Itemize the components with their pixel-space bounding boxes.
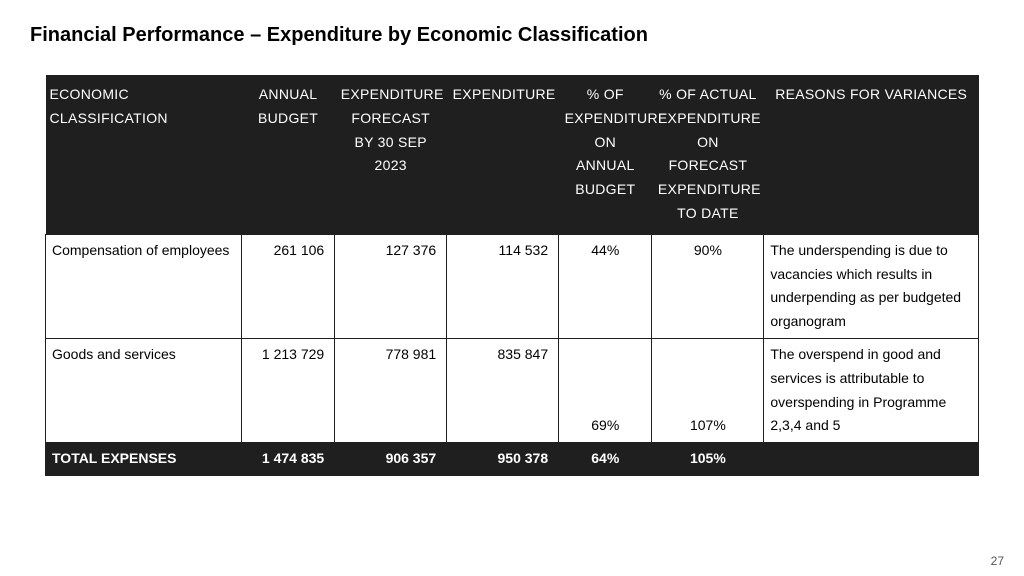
expenditure-table-wrap: ECONOMIC CLASSIFICATION ANNUAL BUDGET EX… (45, 75, 979, 476)
table-row: Goods and services1 213 729778 981835 84… (46, 338, 979, 442)
cell-forecast: 906 357 (335, 443, 447, 476)
table-header: ECONOMIC CLASSIFICATION ANNUAL BUDGET EX… (46, 75, 979, 234)
cell-annual-budget: 1 474 835 (241, 443, 334, 476)
col-header: % OF EXPENDITURE ON ANNUAL BUDGET (559, 75, 652, 234)
table-body: Compensation of employees261 106127 3761… (46, 234, 979, 475)
col-header: ANNUAL BUDGET (241, 75, 334, 234)
cell-annual-budget: 1 213 729 (241, 338, 334, 442)
page-number: 27 (991, 554, 1004, 568)
cell-pct-forecast: 107% (652, 338, 764, 442)
cell-pct-annual: 69% (559, 338, 652, 442)
cell-pct-forecast: 105% (652, 443, 764, 476)
cell-pct-annual: 44% (559, 234, 652, 338)
page-title: Financial Performance – Expenditure by E… (30, 24, 994, 47)
col-header: EXPENDITURE (447, 75, 559, 234)
cell-forecast: 778 981 (335, 338, 447, 442)
table-row-total: TOTAL EXPENSES1 474 835906 357950 37864%… (46, 443, 979, 476)
cell-reason: The underspending is due to vacancies wh… (764, 234, 979, 338)
cell-expenditure: 950 378 (447, 443, 559, 476)
cell-pct-annual: 64% (559, 443, 652, 476)
cell-expenditure: 835 847 (447, 338, 559, 442)
cell-expenditure: 114 532 (447, 234, 559, 338)
cell-reason: The overspend in good and services is at… (764, 338, 979, 442)
col-header: EXPENDITURE FORECAST BY 30 SEP 2023 (335, 75, 447, 234)
expenditure-table: ECONOMIC CLASSIFICATION ANNUAL BUDGET EX… (45, 75, 979, 476)
table-row: Compensation of employees261 106127 3761… (46, 234, 979, 338)
col-header: REASONS FOR VARIANCES (764, 75, 979, 234)
cell-reason (764, 443, 979, 476)
cell-label: TOTAL EXPENSES (46, 443, 242, 476)
cell-pct-forecast: 90% (652, 234, 764, 338)
col-header: % OF ACTUAL EXPENDITURE ON FORECAST EXPE… (652, 75, 764, 234)
cell-label: Goods and services (46, 338, 242, 442)
col-header: ECONOMIC CLASSIFICATION (46, 75, 242, 234)
cell-label: Compensation of employees (46, 234, 242, 338)
cell-forecast: 127 376 (335, 234, 447, 338)
cell-annual-budget: 261 106 (241, 234, 334, 338)
